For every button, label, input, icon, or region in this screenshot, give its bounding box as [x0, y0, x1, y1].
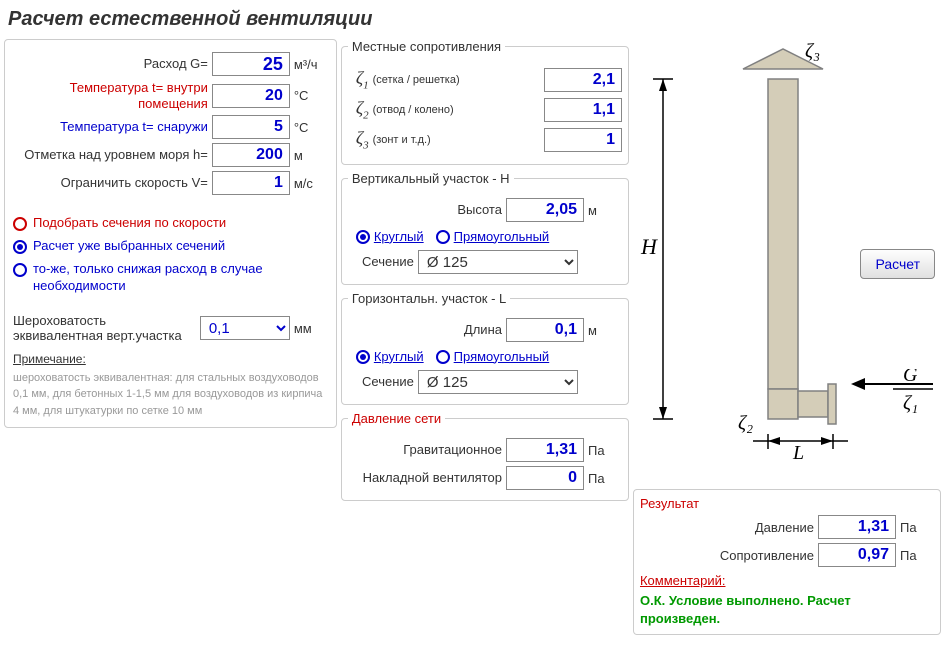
- comment-label: Комментарий:: [640, 573, 934, 588]
- z2-input[interactable]: [544, 98, 622, 122]
- radio-icon: [356, 230, 370, 244]
- rough-select[interactable]: 0,1: [200, 316, 290, 340]
- horiz-title: Горизонтальн. участок - L: [348, 291, 510, 306]
- result-title: Результат: [640, 496, 934, 511]
- local-resist-group: Местные сопротивления ζ1 (сетка / решетк…: [341, 39, 629, 165]
- diagram-z1: ζ₁: [903, 392, 918, 414]
- flow-label: Расход G=: [13, 56, 208, 72]
- mode-label-1: Подобрать сечения по скорости: [33, 215, 328, 232]
- horiz-group: Горизонтальн. участок - L Длина м Круглы…: [341, 291, 629, 405]
- horiz-section-label: Сечение: [348, 374, 414, 390]
- vert-section-label: Сечение: [348, 254, 414, 270]
- result-press-value: [818, 515, 896, 539]
- diagram-z2: ζ₂: [738, 412, 753, 434]
- radio-icon: [13, 240, 27, 254]
- horiz-l-input[interactable]: [506, 318, 584, 342]
- vert-title: Вертикальный участок - H: [348, 171, 514, 186]
- vert-rect-label: Прямоугольный: [454, 229, 550, 244]
- temp-out-label: Температура t= снаружи: [13, 119, 208, 135]
- grav-input[interactable]: [506, 438, 584, 462]
- speed-label: Ограничить скорость V=: [13, 175, 208, 191]
- result-resist-unit: Па: [900, 548, 934, 563]
- result-press-unit: Па: [900, 520, 934, 535]
- horiz-section-select[interactable]: Ø 125: [418, 370, 578, 394]
- z3-desc: (зонт и т.д.): [373, 134, 540, 146]
- radio-icon: [436, 350, 450, 364]
- elev-label: Отметка над уровнем моря h=: [13, 147, 208, 163]
- rough-unit: мм: [294, 321, 328, 336]
- vert-shape-rect[interactable]: Прямоугольный: [436, 228, 550, 244]
- fan-unit: Па: [588, 471, 622, 486]
- ventilation-diagram: H L ζ₃ ζ₂: [633, 39, 863, 459]
- speed-unit: м/с: [294, 176, 328, 191]
- radio-icon: [13, 263, 27, 277]
- local-resist-title: Местные сопротивления: [348, 39, 505, 54]
- temp-out-input[interactable]: [212, 115, 290, 139]
- horiz-l-unit: м: [588, 323, 622, 338]
- result-press-label: Давление: [640, 520, 814, 535]
- mode-radio-1[interactable]: Подобрать сечения по скорости: [13, 215, 328, 232]
- calculate-button[interactable]: Расчет: [860, 249, 935, 279]
- horiz-l-label: Длина: [348, 322, 502, 338]
- mode-label-2: Расчет уже выбранных сечений: [33, 238, 328, 255]
- z1-input[interactable]: [544, 68, 622, 92]
- vert-shape-round[interactable]: Круглый: [356, 228, 424, 244]
- grav-unit: Па: [588, 443, 622, 458]
- vert-section-select[interactable]: Ø 125: [418, 250, 578, 274]
- pressure-group: Давление сети Гравитационное Па Накладно…: [341, 411, 629, 501]
- elev-input[interactable]: [212, 143, 290, 167]
- z2-desc: (отвод / колено): [373, 104, 540, 116]
- speed-input[interactable]: [212, 171, 290, 195]
- z2-symbol: ζ2: [356, 98, 369, 122]
- comment-text: О.К. Условие выполнено. Расчет произведе…: [640, 592, 934, 628]
- radio-icon: [436, 230, 450, 244]
- grav-label: Гравитационное: [348, 442, 502, 458]
- z1-symbol: ζ1: [356, 68, 369, 92]
- mode-radio-2[interactable]: Расчет уже выбранных сечений: [13, 238, 328, 255]
- z3-input[interactable]: [544, 128, 622, 152]
- horiz-round-label: Круглый: [374, 349, 424, 364]
- temp-out-unit: °С: [294, 120, 328, 135]
- diagram-l-label: L: [792, 442, 804, 459]
- radio-icon: [13, 217, 27, 231]
- mode-label-3: то-же, только снижая расход в случае нео…: [33, 261, 328, 295]
- flow-unit: м³/ч: [294, 57, 328, 72]
- fan-input[interactable]: [506, 466, 584, 490]
- mode-radio-3[interactable]: то-же, только снижая расход в случае нео…: [13, 261, 328, 295]
- z1-desc: (сетка / решетка): [373, 74, 540, 86]
- pressure-title: Давление сети: [348, 411, 445, 426]
- rough-label: Шероховатость эквивалентная верт.участка: [13, 313, 196, 344]
- diagram-h-label: H: [640, 234, 658, 259]
- vert-h-unit: м: [588, 203, 622, 218]
- flow-input[interactable]: [212, 52, 290, 76]
- vert-round-label: Круглый: [374, 229, 424, 244]
- note-title: Примечание:: [13, 352, 328, 366]
- vert-h-input[interactable]: [506, 198, 584, 222]
- result-resist-value: [818, 543, 896, 567]
- fan-label: Накладной вентилятор: [348, 470, 502, 486]
- temp-in-input[interactable]: [212, 84, 290, 108]
- elev-unit: м: [294, 148, 328, 163]
- note-text: шероховатость эквивалентная: для стальны…: [13, 370, 328, 420]
- page-title: Расчет естественной вентиляции: [4, 4, 941, 39]
- result-resist-label: Сопротивление: [640, 548, 814, 563]
- diagram-z3: ζ₃: [805, 40, 820, 62]
- horiz-rect-label: Прямоугольный: [454, 349, 550, 364]
- vert-h-label: Высота: [348, 202, 502, 218]
- radio-icon: [356, 350, 370, 364]
- diagram-g: G: [903, 369, 918, 386]
- horiz-shape-round[interactable]: Круглый: [356, 348, 424, 364]
- temp-in-unit: °С: [294, 88, 328, 103]
- horiz-shape-rect[interactable]: Прямоугольный: [436, 348, 550, 364]
- vert-group: Вертикальный участок - H Высота м Круглы…: [341, 171, 629, 285]
- z3-symbol: ζ3: [356, 128, 369, 152]
- temp-in-label: Температура t= внутри помещения: [13, 80, 208, 111]
